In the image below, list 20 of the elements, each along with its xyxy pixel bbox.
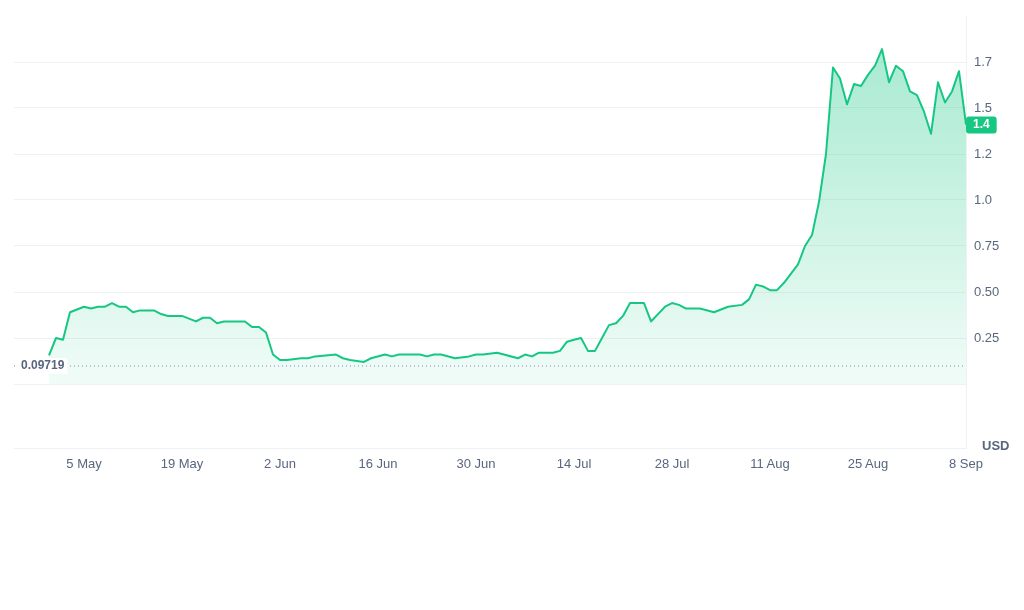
- x-tick-label: 2 Jun: [264, 455, 296, 471]
- annotation: 1.4: [973, 116, 990, 131]
- y-tick-label: 0.75: [974, 237, 1000, 253]
- x-tick-label: 16 Jun: [358, 455, 398, 471]
- y-tick-label: 1.5: [974, 99, 993, 115]
- y-tick-label: 0.25: [974, 329, 1000, 345]
- x-tick-label: 30 Jun: [456, 455, 496, 471]
- x-tick-label: 5 May: [66, 455, 103, 471]
- y-tick-label: 1.0: [974, 191, 993, 207]
- x-tick-label: 28 Jul: [654, 455, 690, 471]
- y-tick-label: 1.7: [974, 53, 993, 69]
- x-tick-label: 11 Aug: [750, 455, 790, 471]
- ref-line-label: 0.09719: [21, 358, 65, 373]
- x-tick-label: 25 Aug: [847, 455, 889, 471]
- y-tick-label: 1.2: [974, 145, 993, 161]
- y-axis-title: USD: [982, 437, 1010, 453]
- x-tick-label: 19 May: [160, 455, 204, 471]
- x-tick-label: 8 Sep: [949, 455, 983, 471]
- x-tick-label: 14 Jul: [556, 455, 592, 471]
- y-tick-label: 0.50: [974, 283, 1000, 299]
